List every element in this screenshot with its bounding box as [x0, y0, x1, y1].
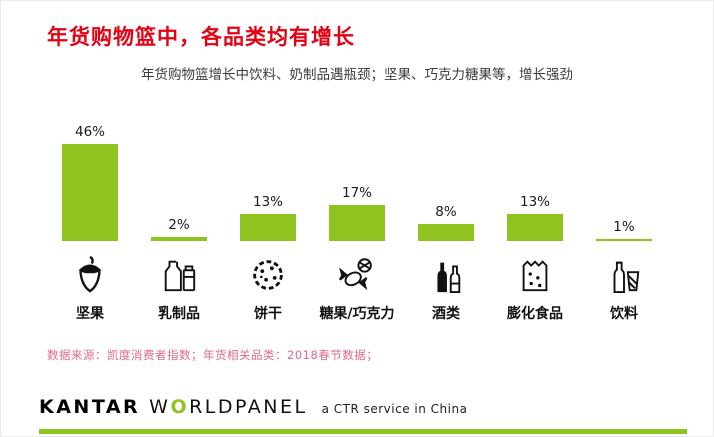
bar-value-label: 13%	[252, 193, 283, 210]
beverage-bottle-icon	[605, 252, 643, 298]
category-label: 糖果/巧克力	[319, 306, 395, 322]
category-label: 乳制品	[158, 306, 200, 322]
bar-group: 8% 酒类	[404, 109, 488, 323]
biscuit-icon	[248, 252, 288, 298]
kantar-logo-text: KANTAR	[39, 396, 141, 418]
category-label: 坚果	[76, 306, 104, 322]
bar-value-label: 8%	[435, 204, 457, 221]
dairy-bottles-icon	[160, 252, 198, 298]
footer-logo: KANTAR WORLDPANEL a CTR service in China	[39, 396, 467, 418]
bar	[329, 205, 385, 241]
bar-chart: 46% 坚果 2%	[48, 109, 666, 323]
green-o-logo-mark: O	[170, 396, 190, 418]
bar-group: 2% 乳制品	[137, 109, 221, 323]
bar-group: 13% 膨化食品	[493, 109, 577, 323]
page-subtitle: 年货购物篮增长中饮料、奶制品遇瓶颈；坚果、巧克力糖果等，增长强劲	[141, 67, 573, 83]
bar	[596, 238, 652, 241]
bar	[507, 213, 563, 241]
bar	[240, 213, 296, 241]
footer-tagline: a CTR service in China	[321, 402, 468, 416]
page-title: 年货购物篮中，各品类均有增长	[47, 25, 355, 49]
footer-green-line	[39, 429, 687, 434]
acorn-icon	[71, 252, 109, 298]
source-note: 数据来源：凯度消费者指数；年货相关品类：2018春节数据；	[47, 348, 379, 362]
snack-bag-icon	[516, 252, 554, 298]
category-label: 膨化食品	[507, 306, 563, 322]
bar-value-label: 46%	[74, 124, 105, 141]
bar-group: 46% 坚果	[48, 109, 132, 323]
category-label: 饼干	[254, 306, 282, 322]
bar-value-label: 1%	[613, 218, 635, 235]
bar	[151, 236, 207, 241]
bar-group: 1% 饮料	[582, 109, 666, 323]
category-label: 酒类	[432, 306, 460, 322]
worldpanel-logo-text: WORLDPANEL	[149, 396, 308, 418]
bar	[418, 224, 474, 241]
wine-bottles-icon	[427, 252, 465, 298]
bar-group: 17% 糖果/巧克力	[315, 109, 399, 323]
category-label: 饮料	[610, 306, 638, 322]
bar-value-label: 13%	[519, 193, 550, 210]
bar-value-label: 17%	[341, 185, 372, 202]
bar-value-label: 2%	[168, 216, 190, 233]
bar	[62, 144, 118, 241]
bar-group: 13% 饼干	[226, 109, 310, 323]
candy-icon	[337, 252, 377, 298]
